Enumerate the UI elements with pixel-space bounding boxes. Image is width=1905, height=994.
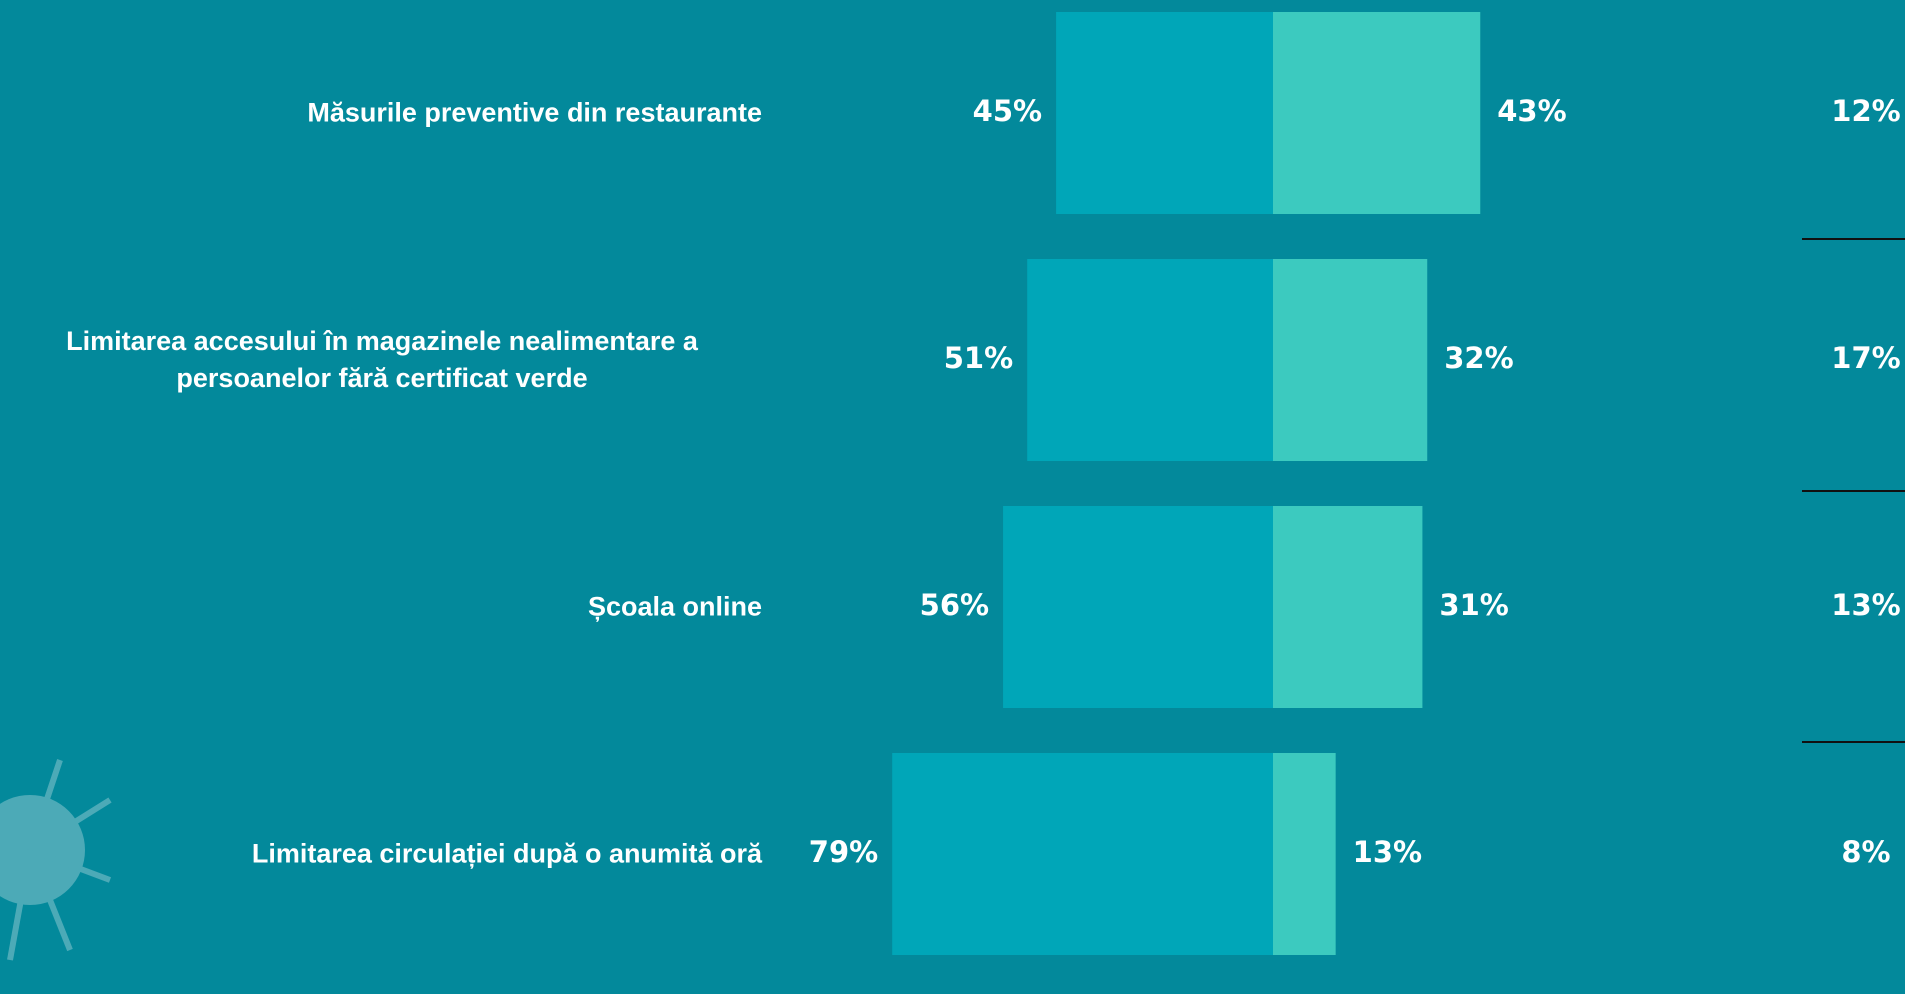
value-label: 79%	[809, 835, 878, 869]
side-value-label: 13%	[1831, 588, 1900, 622]
side-value-label: 17%	[1831, 341, 1900, 375]
value-label: 43%	[1497, 94, 1566, 128]
category-label: Limitarea accesului în magazinele nealim…	[66, 326, 698, 393]
category-label: Școala online	[587, 591, 762, 622]
side-value-label: 8%	[1841, 835, 1890, 869]
value-label: 32%	[1444, 341, 1513, 375]
value-label: 31%	[1439, 588, 1508, 622]
value-label: 56%	[920, 588, 989, 622]
bar-right	[1273, 259, 1428, 461]
side-value-label: 12%	[1831, 94, 1900, 128]
bar-right	[1273, 506, 1423, 708]
virus-decoration	[0, 759, 112, 961]
value-label: 51%	[944, 341, 1013, 375]
bar-left	[1003, 506, 1273, 708]
bar-left	[892, 753, 1273, 955]
separators	[1802, 238, 1905, 743]
value-label: 45%	[973, 94, 1042, 128]
category-label: Măsurile preventive din restaurante	[307, 97, 762, 128]
bar-right	[1273, 753, 1336, 955]
bar-left	[1027, 259, 1273, 461]
bar-right	[1273, 12, 1481, 214]
category-label: Limitarea circulației după o anumită oră	[251, 838, 762, 869]
value-label: 13%	[1353, 835, 1422, 869]
bar-left	[1056, 12, 1273, 214]
